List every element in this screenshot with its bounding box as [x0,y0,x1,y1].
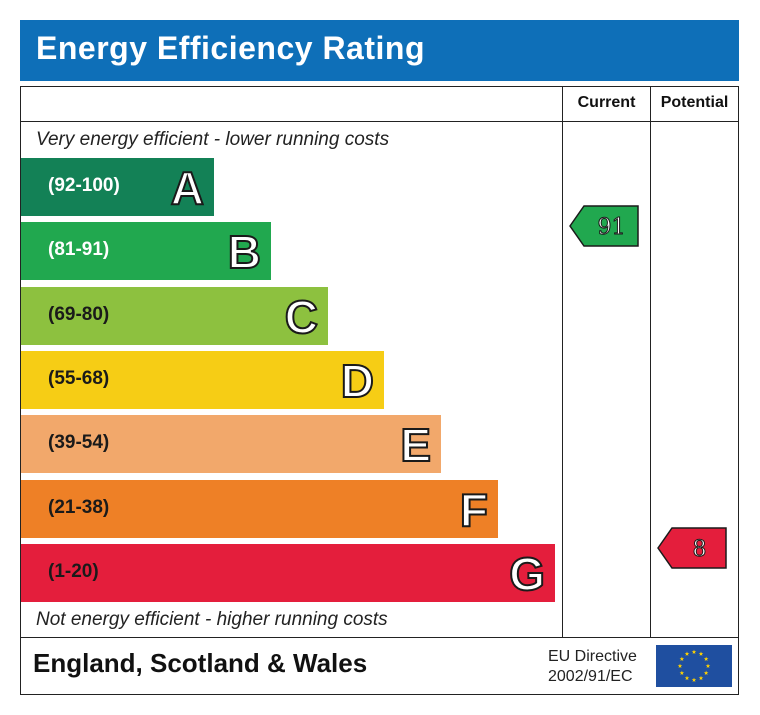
band-range-label: (69-80) [48,304,110,325]
band-range-label: (39-54) [48,432,110,453]
eu-flag-icon [656,645,732,687]
column-header-current: Current [577,94,636,111]
current-rating-arrow-value: 91 [598,215,626,240]
directive-line-1: EU Directive [548,648,637,665]
current-rating-arrow: 91 [569,205,639,247]
band-f: (21-38) F [21,480,498,538]
divider-potential [650,86,651,637]
band-letter: E [399,418,432,472]
band-a: (92-100) A [21,158,214,216]
band-letter: B [227,225,262,279]
band-letter: C [284,290,319,344]
column-header-potential: Potential [660,94,729,111]
potential-rating-arrow: 8 [657,527,727,569]
band-letter: G [508,547,546,601]
divider-current [562,86,563,637]
band-range-label: (21-38) [48,497,110,518]
header-banner: Energy Efficiency Rating [20,20,739,81]
region-label: England, Scotland & Wales [33,648,368,678]
footer-divider [20,637,739,638]
band-g: (1-20) G [21,544,555,602]
band-range-label: (81-91) [48,239,110,260]
header-row-divider [20,121,739,122]
note-inefficient: Not energy efficient - higher running co… [36,609,388,630]
band-letter: F [459,483,489,537]
band-e: (39-54) E [21,415,441,473]
band-letter: A [170,161,205,215]
band-range-label: (1-20) [48,561,99,582]
band-b: (81-91) B [21,222,271,280]
potential-rating-arrow-value: 8 [693,537,707,562]
page-title: Energy Efficiency Rating [36,30,425,66]
directive-line-2: 2002/91/EC [548,668,633,685]
band-d: (55-68) D [21,351,384,409]
band-c: (69-80) C [21,287,328,345]
rating-frame [20,86,739,695]
note-efficient: Very energy efficient - lower running co… [36,129,390,150]
band-letter: D [340,354,375,408]
band-range-label: (55-68) [48,368,110,389]
band-range-label: (92-100) [48,175,120,196]
